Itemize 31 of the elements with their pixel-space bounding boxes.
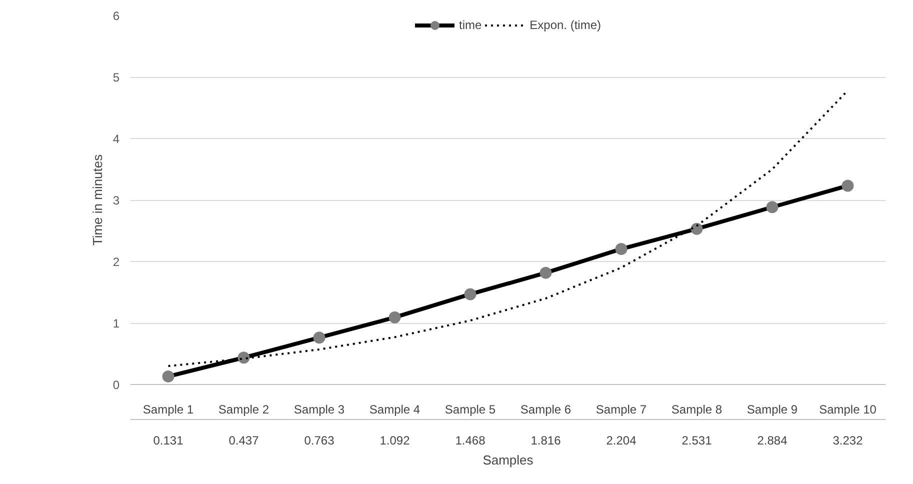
y-tick-label: 0: [112, 378, 120, 392]
data-label: 0.437: [228, 434, 260, 448]
data-label: 0.131: [153, 434, 184, 448]
x-tick-label: Sample 10: [819, 402, 877, 416]
x-tick-label: Sample 4: [369, 402, 420, 416]
x-tick-label: Sample 1: [142, 402, 194, 416]
y-axis-title: Time in minutes: [90, 154, 105, 246]
data-label: 3.232: [832, 434, 864, 448]
x-tick-label: Sample 8: [671, 402, 722, 416]
data-label: 1.816: [530, 434, 562, 448]
data-label: 0.763: [304, 434, 335, 448]
y-tick-label: 5: [112, 70, 120, 84]
legend-label: Expon. (time): [530, 18, 602, 32]
y-tick-label: 4: [112, 132, 120, 146]
x-tick-label: Sample 5: [444, 402, 496, 416]
x-tick-label: Sample 3: [294, 402, 345, 416]
y-tick-label: 6: [112, 9, 120, 23]
data-label: 2.884: [757, 434, 788, 448]
x-tick-label: Sample 2: [218, 402, 270, 416]
x-tick-label: Sample 7: [596, 402, 647, 416]
x-axis-title: Samples: [482, 452, 534, 468]
data-label: 2.531: [682, 434, 712, 448]
legend-label: time: [458, 18, 482, 32]
x-tick-label: Sample 9: [746, 402, 798, 416]
data-label: 1.092: [380, 434, 410, 448]
x-tick-label: Sample 6: [520, 402, 572, 416]
y-tick-label: 2: [112, 255, 120, 269]
data-label: 2.204: [606, 434, 637, 448]
y-tick-label: 3: [112, 194, 120, 208]
data-label: 1.468: [455, 434, 486, 448]
y-tick-label: 1: [112, 316, 120, 330]
